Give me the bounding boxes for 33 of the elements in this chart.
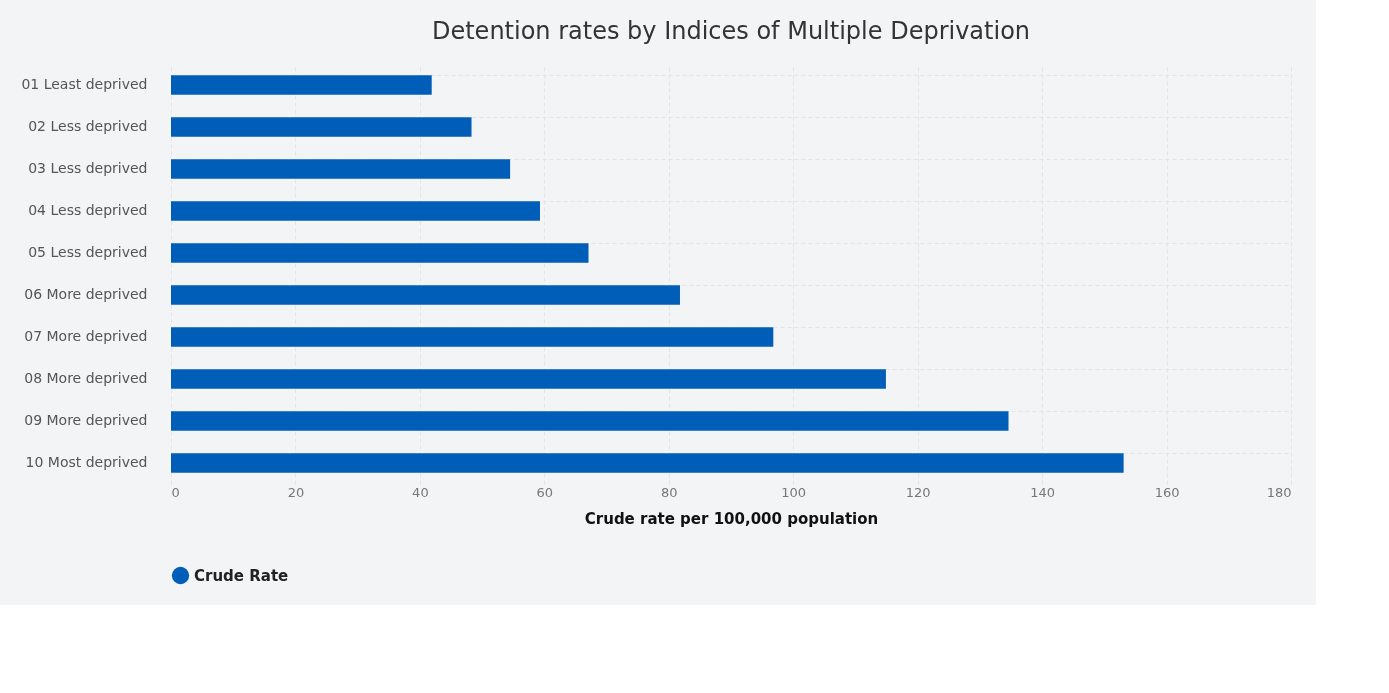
y-tick-label: 10 Most deprived [25, 454, 148, 470]
x-tick-label: 40 [412, 484, 429, 500]
bar [171, 285, 680, 305]
y-tick-label: 02 Less deprived [28, 118, 148, 134]
x-tick-label: 20 [287, 484, 305, 500]
y-tick-label: 05 Less deprived [28, 244, 148, 260]
legend-label: Crude Rate [194, 566, 289, 585]
y-tick-label: 04 Less deprived [28, 202, 148, 218]
x-tick-label: 60 [536, 484, 554, 500]
y-tick-label: 09 More deprived [24, 412, 148, 428]
bar [171, 243, 589, 263]
x-tick-label: 120 [905, 484, 931, 500]
x-tick-label: 180 [1266, 484, 1292, 500]
x-tick-label: 160 [1154, 484, 1180, 500]
bar [171, 369, 886, 389]
x-tick-label: 140 [1030, 484, 1056, 500]
x-tick-label: 100 [781, 484, 807, 500]
bar [171, 327, 774, 347]
bar [171, 411, 1009, 431]
y-tick-label: 01 Least deprived [21, 76, 148, 92]
y-tick-label: 08 More deprived [24, 370, 148, 386]
y-tick-label: 07 More deprived [24, 328, 148, 344]
x-tick-label: 0 [171, 484, 180, 500]
y-tick-label: 03 Less deprived [28, 160, 148, 176]
bar [171, 201, 540, 221]
chart-title: Detention rates by Indices of Multiple Deprivation [431, 17, 1031, 45]
bar [171, 117, 472, 137]
x-tick-label: 80 [661, 484, 678, 500]
x-axis-title: Crude rate per 100,000 population [584, 509, 879, 528]
y-tick-label: 06 More deprived [24, 286, 148, 302]
bar [171, 159, 511, 179]
bar [171, 453, 1124, 473]
bar [171, 75, 432, 95]
